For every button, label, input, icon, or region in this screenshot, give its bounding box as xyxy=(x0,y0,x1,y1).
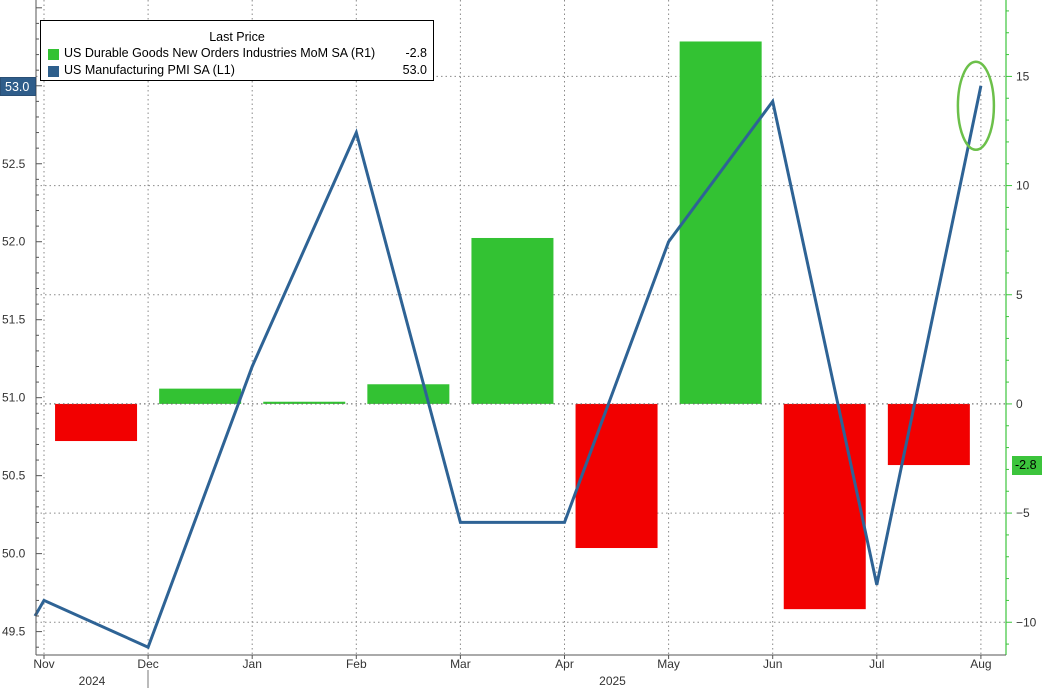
bar-may xyxy=(679,41,762,404)
left-tick-51-0: 51.0 xyxy=(2,391,26,405)
x-axis-ticks: Nov Dec Jan Feb Mar Apr May Jun Jul Aug 2024 2025 xyxy=(33,657,991,688)
legend-swatch-pmi xyxy=(48,66,59,77)
bar-mar xyxy=(471,237,554,404)
left-tick-52-5: 52.5 xyxy=(2,157,26,171)
last-value-tag-right: -2.8 xyxy=(1012,456,1042,476)
x-tick-jan: Jan xyxy=(243,657,262,671)
legend-header: Last Price xyxy=(209,30,265,44)
legend: Last Price US Durable Goods New Orders I… xyxy=(40,20,434,81)
bar-jul xyxy=(887,403,970,466)
x-tick-feb: Feb xyxy=(346,657,367,671)
bar-jan xyxy=(263,401,346,404)
left-tick-52-0: 52.0 xyxy=(2,235,26,249)
bar-feb xyxy=(367,384,450,404)
left-tick-50-5: 50.5 xyxy=(2,469,26,483)
bar-dec xyxy=(159,388,242,404)
right-tick-5: 5 xyxy=(1016,288,1023,302)
legend-value-durable-goods: -2.8 xyxy=(405,46,427,60)
bar-jun xyxy=(783,403,866,610)
right-tick-10: 10 xyxy=(1016,179,1030,193)
right-tick--5: −5 xyxy=(1016,506,1030,520)
pmi-line xyxy=(33,85,983,650)
year-label-2025: 2025 xyxy=(599,674,626,688)
legend-swatch-durable-goods xyxy=(48,49,59,60)
right-tick-15: 15 xyxy=(1016,69,1030,83)
x-tick-jul: Jul xyxy=(869,657,884,671)
x-tick-jun: Jun xyxy=(763,657,782,671)
legend-name-pmi: US Manufacturing PMI SA (L1) xyxy=(64,63,235,77)
year-label-2024: 2024 xyxy=(79,674,106,688)
durable-goods-bars xyxy=(55,41,970,610)
x-tick-nov: Nov xyxy=(33,657,54,671)
right-tick-0: 0 xyxy=(1016,397,1023,411)
legend-entry-pmi: US Manufacturing PMI SA (L1) 53.0 xyxy=(48,63,427,79)
bar-apr xyxy=(575,403,658,549)
left-tick-50-0: 50.0 xyxy=(2,547,26,561)
legend-entry-durable-goods: US Durable Goods New Orders Industries M… xyxy=(48,46,427,62)
x-tick-dec: Dec xyxy=(137,657,158,671)
left-axis-ticks: 49.550.050.551.051.552.052.553.0 xyxy=(2,79,26,639)
x-tick-aug: Aug xyxy=(970,657,991,671)
last-value-tag-left: 53.0 xyxy=(0,76,36,96)
x-tick-may: May xyxy=(657,657,680,671)
left-tick-51-5: 51.5 xyxy=(2,313,26,327)
left-tick-49-5: 49.5 xyxy=(2,625,26,639)
bar-nov xyxy=(55,403,138,442)
axes xyxy=(35,0,1012,688)
legend-name-durable-goods: US Durable Goods New Orders Industries M… xyxy=(64,46,376,60)
grid xyxy=(36,0,1006,655)
annotation-ellipse xyxy=(956,60,996,152)
legend-value-pmi: 53.0 xyxy=(402,63,427,77)
x-tick-apr: Apr xyxy=(555,657,574,671)
right-tick--10: −10 xyxy=(1016,615,1037,629)
right-axis-ticks: −10 −5 0 5 10 15 xyxy=(1016,69,1037,629)
x-tick-mar: Mar xyxy=(450,657,471,671)
